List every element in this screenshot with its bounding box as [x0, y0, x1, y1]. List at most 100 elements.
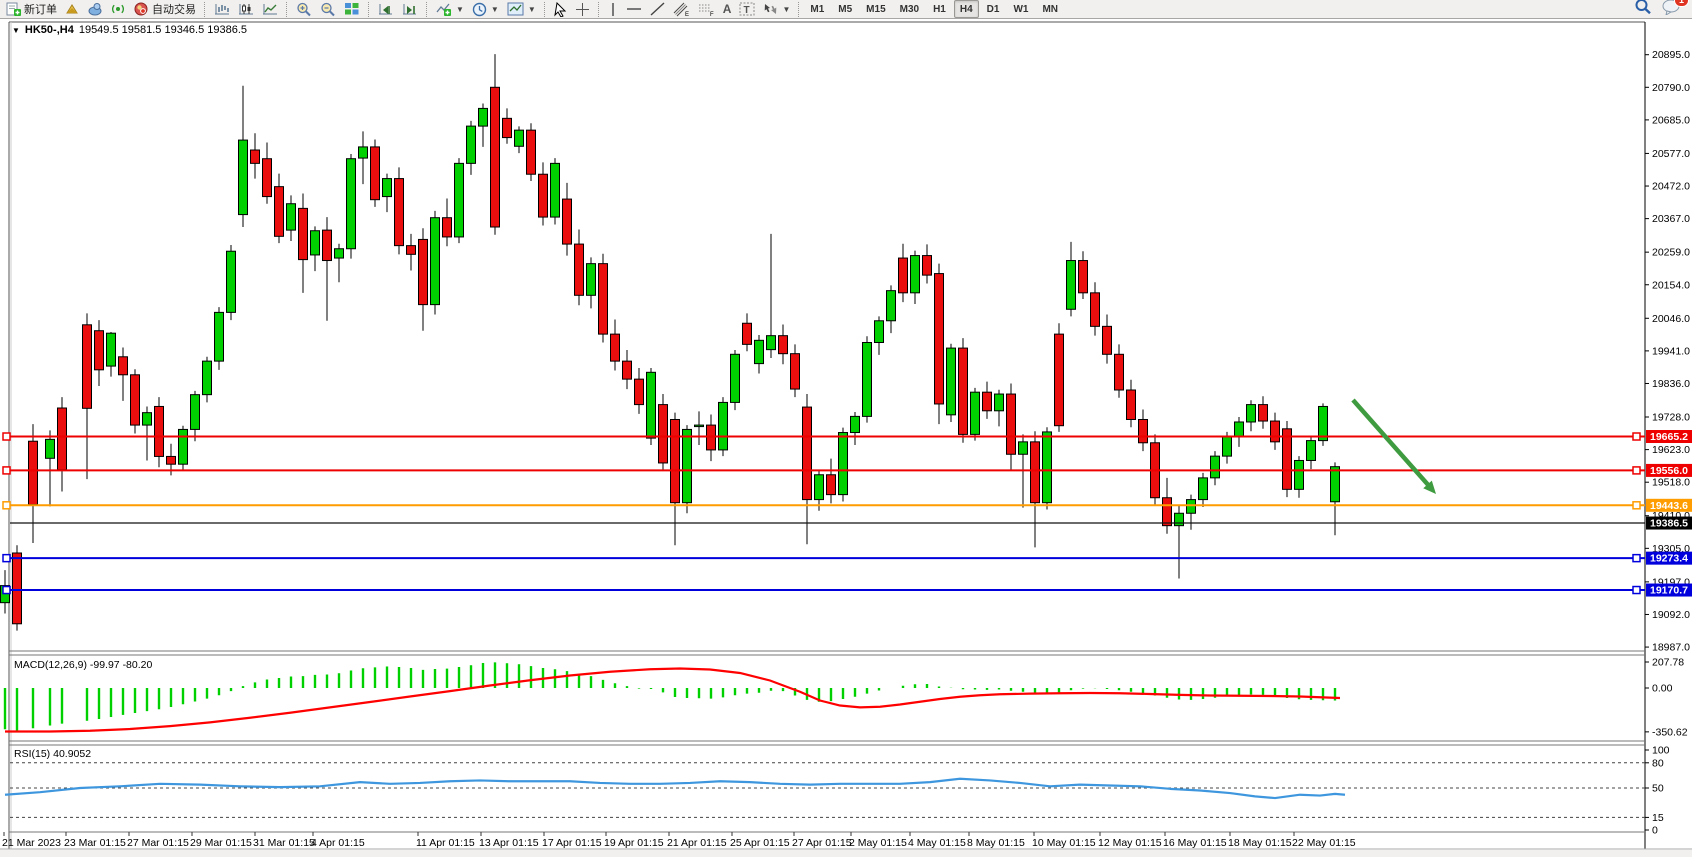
- chart-shift-icon[interactable]: [398, 0, 422, 19]
- svg-text:20895.0: 20895.0: [1652, 49, 1690, 61]
- svg-text:0.00: 0.00: [1652, 683, 1673, 695]
- svg-text:19556.0: 19556.0: [1650, 465, 1688, 477]
- hline-19556.0[interactable]: [2, 466, 1645, 475]
- svg-text:16 May 01:15: 16 May 01:15: [1163, 837, 1227, 849]
- svg-text:20046.0: 20046.0: [1652, 313, 1690, 325]
- profiles-icon[interactable]: [84, 0, 107, 19]
- svg-text:15: 15: [1652, 812, 1664, 824]
- svg-text:20259.0: 20259.0: [1652, 247, 1690, 259]
- new-order-button[interactable]: 新订单: [2, 1, 61, 18]
- market-watch-icon[interactable]: [61, 0, 84, 19]
- text-icon[interactable]: A: [722, 2, 732, 16]
- timeframe-MN[interactable]: MN: [1042, 3, 1059, 15]
- svg-text:T: T: [744, 5, 750, 16]
- symbol-period: HK50-,H4: [24, 24, 74, 36]
- signals-icon[interactable]: [107, 0, 130, 19]
- arrows-button[interactable]: ▼: [759, 0, 794, 19]
- trendline-icon[interactable]: [646, 0, 669, 19]
- svg-text:20472.0: 20472.0: [1652, 181, 1690, 193]
- zoom-in-icon[interactable]: [292, 0, 316, 19]
- svg-text:12 May 01:15: 12 May 01:15: [1098, 837, 1162, 849]
- indicators-button[interactable]: ▼: [432, 0, 468, 19]
- toolbar-right-icons: 1: [1634, 0, 1690, 20]
- svg-text:100: 100: [1652, 745, 1670, 757]
- chevron-down-icon: ▼: [527, 4, 536, 14]
- vertical-line-icon[interactable]: [604, 0, 622, 19]
- templates-button[interactable]: ▼: [503, 0, 540, 19]
- svg-text:21 Apr 01:15: 21 Apr 01:15: [667, 837, 727, 849]
- timeframe-H4[interactable]: H4: [953, 0, 979, 18]
- svg-text:19170.7: 19170.7: [1650, 585, 1688, 597]
- svg-text:20685.0: 20685.0: [1652, 114, 1690, 126]
- svg-text:27 Apr 01:15: 27 Apr 01:15: [792, 837, 852, 849]
- toolbar-separator: [597, 1, 600, 17]
- svg-text:19623.0: 19623.0: [1652, 444, 1690, 456]
- timeframe-W1[interactable]: W1: [1013, 3, 1029, 15]
- svg-text:20790.0: 20790.0: [1652, 82, 1690, 94]
- timeframe-H1[interactable]: H1: [933, 3, 946, 15]
- chart-frame: [0, 21, 1692, 850]
- timeframe-M15[interactable]: M15: [866, 3, 886, 15]
- svg-text:25 Apr 01:15: 25 Apr 01:15: [730, 837, 790, 849]
- svg-text:20154.0: 20154.0: [1652, 279, 1690, 291]
- chevron-down-icon: ▼: [490, 4, 499, 14]
- trend-arrow[interactable]: [1351, 398, 1436, 494]
- svg-text:10 May 01:15: 10 May 01:15: [1032, 837, 1096, 849]
- macd-signal-line: [5, 667, 1341, 733]
- candlestick-chart-icon[interactable]: [234, 0, 258, 19]
- timeframe-D1[interactable]: D1: [986, 3, 1000, 15]
- toolbar-separator: [286, 1, 288, 17]
- svg-text:F: F: [710, 12, 714, 17]
- svg-text:207.78: 207.78: [1652, 657, 1684, 669]
- svg-text:20577.0: 20577.0: [1652, 148, 1690, 160]
- auto-scroll-icon[interactable]: [374, 0, 398, 19]
- hline-19273.4[interactable]: [2, 553, 1645, 563]
- fibonacci-icon[interactable]: F: [694, 0, 719, 19]
- autotrading-label: 自动交易: [152, 4, 196, 16]
- text-label-icon[interactable]: T: [735, 0, 759, 19]
- bar-chart-icon[interactable]: [210, 0, 234, 19]
- timeframe-M1[interactable]: M1: [810, 3, 825, 15]
- svg-text:19728.0: 19728.0: [1652, 412, 1690, 424]
- toolbar-separator: [798, 1, 800, 17]
- timeframe-M5[interactable]: M5: [838, 3, 853, 15]
- hline-19443.6[interactable]: [2, 501, 1645, 510]
- svg-text:19941.0: 19941.0: [1652, 345, 1690, 357]
- equidistant-channel-icon[interactable]: E: [669, 0, 694, 19]
- timeframe-M30[interactable]: M30: [899, 3, 920, 15]
- horizontal-line-icon[interactable]: [622, 0, 646, 19]
- svg-text:80: 80: [1652, 757, 1664, 769]
- svg-text:13 Apr 01:15: 13 Apr 01:15: [479, 837, 539, 849]
- collapse-triangle-icon[interactable]: ▼: [12, 25, 20, 35]
- rsi-name: RSI(15): [14, 748, 51, 760]
- hline-19170.7[interactable]: [2, 585, 1645, 595]
- svg-text:0: 0: [1652, 825, 1658, 837]
- svg-text:-350.62: -350.62: [1652, 726, 1688, 738]
- time-axis[interactable]: 21 Mar 2023 23 Mar 01:15 27 Mar 01:15 29 Ma…: [2, 832, 1356, 849]
- cursor-icon[interactable]: [550, 0, 571, 19]
- tile-windows-icon[interactable]: [340, 0, 364, 19]
- svg-text:19 Apr 01:15: 19 Apr 01:15: [604, 837, 664, 849]
- price-badge-19556.0: 19556.0: [1646, 463, 1692, 477]
- crosshair-icon[interactable]: [571, 0, 594, 19]
- zoom-out-icon[interactable]: [316, 0, 340, 19]
- rsi-label: RSI(15) 40.9052: [14, 748, 91, 760]
- toolbar-separator: [368, 1, 370, 17]
- autotrading-button[interactable]: 自动交易: [130, 1, 200, 18]
- search-icon[interactable]: [1634, 0, 1652, 20]
- toolbar: 新订单 自动交易 ▼: [0, 0, 1692, 19]
- rsi-line: [4, 777, 1346, 800]
- line-chart-icon[interactable]: [258, 0, 282, 19]
- hline-19665.2[interactable]: [2, 432, 1645, 441]
- window-bottom-strip: [0, 850, 1692, 857]
- svg-text:50: 50: [1652, 783, 1664, 795]
- autotrading-icon: [134, 2, 149, 16]
- toolbar-separator: [204, 1, 206, 17]
- svg-text:22 May 01:15: 22 May 01:15: [1292, 837, 1356, 849]
- chat-icon[interactable]: 1: [1662, 0, 1689, 20]
- svg-text:21 Mar 2023: 21 Mar 2023: [2, 837, 61, 849]
- periods-button[interactable]: ▼: [468, 0, 503, 19]
